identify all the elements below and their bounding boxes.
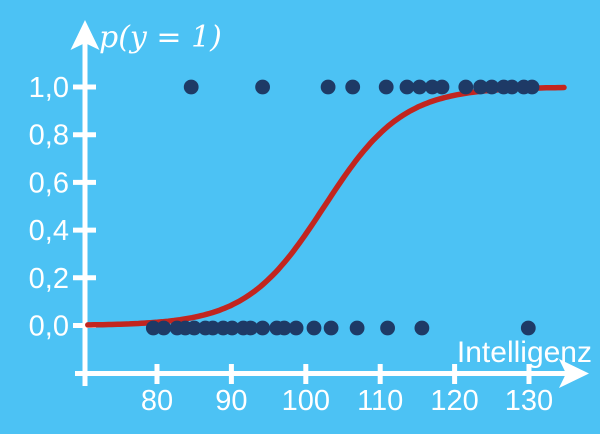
data-point: [524, 79, 540, 95]
data-point: [276, 320, 292, 336]
data-point: [473, 79, 488, 95]
data-point: [399, 79, 415, 95]
y-tick-label: 0,6: [29, 167, 69, 199]
data-point: [434, 79, 450, 95]
data-point: [145, 320, 161, 336]
x-tick-label: 120: [430, 385, 478, 417]
y-tick-label: 0,4: [29, 215, 69, 247]
data-point: [255, 320, 270, 336]
data-point: [288, 320, 304, 336]
x-axis-title: Intelligenz: [457, 336, 592, 369]
x-tick-label: 80: [141, 385, 173, 417]
data-point: [412, 79, 427, 95]
x-tick-label: 90: [215, 385, 247, 417]
logistic-curve: [85, 84, 567, 328]
data-point: [306, 320, 322, 336]
data-point: [183, 79, 199, 95]
y-axis-title: p(y = 1): [99, 20, 222, 55]
data-point: [484, 79, 500, 95]
x-tick-label: 100: [282, 385, 330, 417]
x-tick-label: 130: [505, 385, 553, 417]
data-point: [520, 320, 536, 336]
data-point: [156, 320, 172, 336]
y-tick-label: 1,0: [29, 72, 69, 104]
x-tick-label: 110: [357, 385, 403, 417]
y-axis-arrow: [70, 20, 100, 50]
data-point: [323, 320, 339, 336]
data-point: [186, 320, 202, 336]
data-point: [320, 79, 336, 95]
data-point: [224, 320, 240, 336]
data-point: [349, 320, 365, 336]
data-point: [378, 79, 394, 95]
y-tick-label: 0,0: [29, 311, 69, 343]
data-point: [414, 320, 430, 336]
data-point: [504, 79, 520, 95]
data-point: [243, 320, 259, 336]
x-axis-arrow: [559, 359, 589, 388]
data-point: [458, 79, 474, 95]
y-tick-label: 0,2: [29, 263, 69, 295]
data-point: [380, 320, 395, 336]
data-point: [255, 79, 270, 95]
data-point: [205, 320, 221, 336]
data-point: [345, 79, 361, 95]
y-tick-label: 0,8: [29, 120, 69, 152]
